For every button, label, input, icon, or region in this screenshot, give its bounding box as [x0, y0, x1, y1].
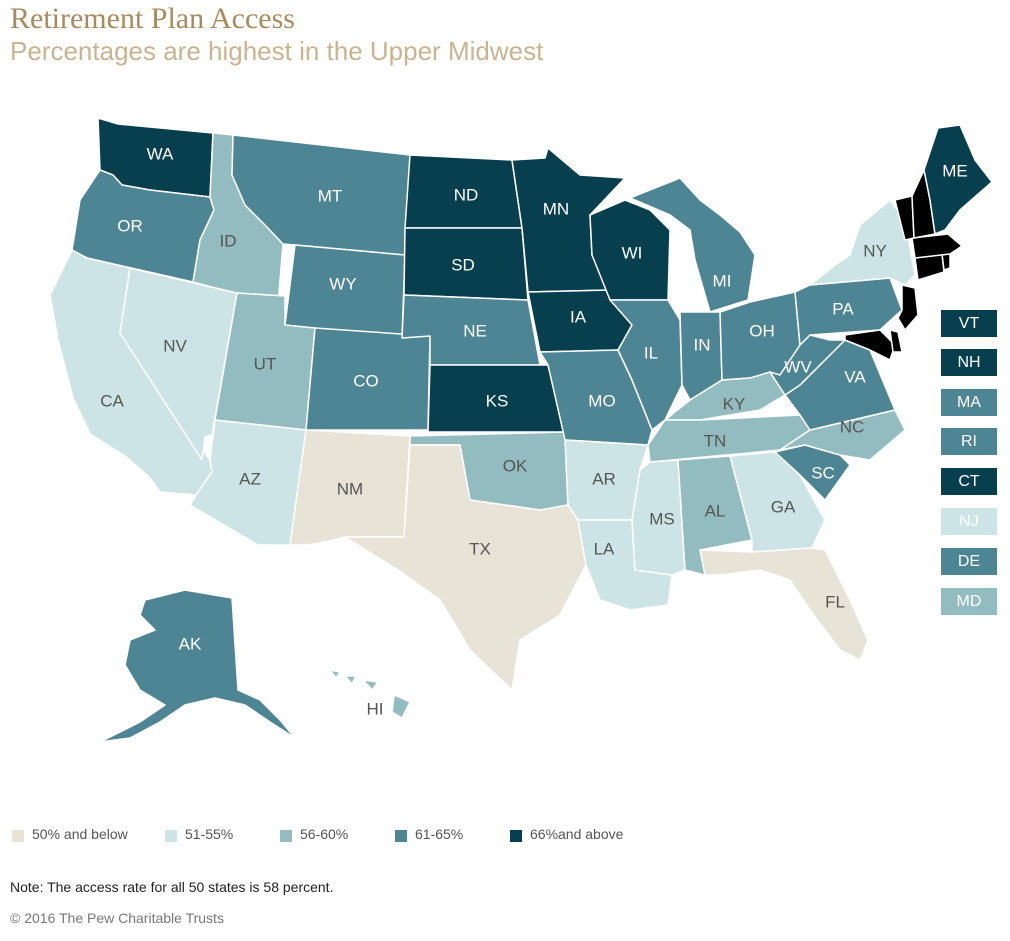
state-label-MT: MT	[318, 186, 343, 205]
small-state-label: DE	[957, 553, 981, 570]
state-TX	[344, 444, 587, 691]
small-state-label: CT	[958, 473, 980, 490]
state-NJ	[897, 284, 919, 331]
state-IL	[609, 299, 683, 431]
state-label-AK: AK	[179, 634, 202, 653]
legend-swatch	[280, 830, 292, 842]
state-label-PA: PA	[832, 299, 854, 318]
state-label-LA: LA	[594, 539, 615, 558]
state-label-IL: IL	[644, 343, 658, 362]
state-MI	[629, 177, 756, 313]
small-state-label: NJ	[959, 513, 979, 530]
state-label-VA: VA	[844, 367, 866, 386]
state-RI	[941, 253, 951, 271]
state-label-WA: WA	[147, 144, 174, 163]
state-label-AL: AL	[705, 501, 726, 520]
state-label-NM: NM	[337, 479, 363, 498]
copyright: © 2016 The Pew Charitable Trusts	[10, 910, 224, 926]
legend-swatch	[510, 830, 522, 842]
small-state-label: VT	[958, 315, 980, 332]
state-label-ID: ID	[220, 231, 237, 250]
small-state-box-VT: VT	[941, 310, 997, 337]
small-state-box-NJ: NJ	[941, 508, 997, 535]
state-FL	[699, 547, 869, 661]
state-label-WY: WY	[329, 274, 356, 293]
legend-swatch	[165, 830, 177, 842]
state-label-OR: OR	[117, 216, 143, 235]
state-VT	[894, 195, 915, 241]
state-label-MI: MI	[713, 271, 732, 290]
state-label-CO: CO	[353, 371, 379, 390]
state-label-OK: OK	[503, 456, 528, 475]
state-MD	[844, 329, 896, 361]
state-DE	[889, 329, 903, 353]
state-WI	[589, 199, 671, 301]
state-AK	[99, 589, 296, 743]
state-label-UT: UT	[254, 354, 277, 373]
small-state-box-NH: NH	[941, 349, 997, 376]
state-label-AZ: AZ	[239, 469, 261, 488]
small-state-label: MD	[956, 593, 982, 610]
legend-label: 61-65%	[415, 826, 464, 842]
state-WV	[769, 334, 846, 396]
legend-swatch	[395, 830, 407, 842]
state-label-WI: WI	[622, 243, 643, 262]
small-state-label: MA	[957, 394, 981, 411]
state-label-SD: SD	[451, 255, 475, 274]
state-label-SC: SC	[811, 463, 835, 482]
small-state-box-RI: RI	[941, 428, 997, 455]
state-label-ND: ND	[454, 185, 479, 204]
state-label-MS: MS	[649, 509, 675, 528]
state-label-FL: FL	[825, 592, 845, 611]
legend-label: 56-60%	[300, 826, 349, 842]
state-label-OH: OH	[749, 321, 775, 340]
state-label-NE: NE	[463, 321, 487, 340]
state-label-TN: TN	[704, 431, 727, 450]
small-state-box-CT: CT	[941, 468, 997, 495]
chart-title: Retirement Plan Access	[10, 2, 295, 35]
state-label-KS: KS	[486, 391, 509, 410]
state-ME	[923, 124, 993, 235]
state-label-IN: IN	[694, 335, 711, 354]
state-label-WV: WV	[784, 357, 812, 376]
state-MA	[911, 233, 963, 259]
small-state-box-DE: DE	[941, 548, 997, 575]
state-label-MN: MN	[543, 199, 569, 218]
legend-label: 51-55%	[185, 826, 234, 842]
state-label-TX: TX	[469, 539, 491, 558]
state-label-CA: CA	[100, 391, 124, 410]
chart-subtitle: Percentages are highest in the Upper Mid…	[10, 36, 544, 66]
state-label-NV: NV	[163, 336, 187, 355]
small-state-box-MD: MD	[941, 588, 997, 615]
legend-label: 50% and below	[32, 826, 128, 842]
legend-swatch	[12, 830, 24, 842]
state-HI	[329, 669, 411, 719]
state-label-IA: IA	[570, 307, 587, 326]
footnote: Note: The access rate for all 50 states …	[10, 879, 334, 895]
state-label-MO: MO	[588, 391, 615, 410]
state-label-KY: KY	[723, 394, 746, 413]
small-state-label: RI	[961, 433, 977, 450]
state-MS	[631, 459, 686, 576]
state-label-AR: AR	[592, 469, 616, 488]
state-label-NY: NY	[863, 241, 887, 260]
small-state-box-MA: MA	[941, 389, 997, 416]
small-state-label: NH	[957, 354, 981, 371]
state-label-HI: HI	[367, 699, 384, 718]
state-label-ME: ME	[942, 161, 968, 180]
state-label-GA: GA	[771, 497, 796, 516]
legend-label: 66%and above	[530, 826, 624, 842]
state-label-NC: NC	[840, 417, 865, 436]
